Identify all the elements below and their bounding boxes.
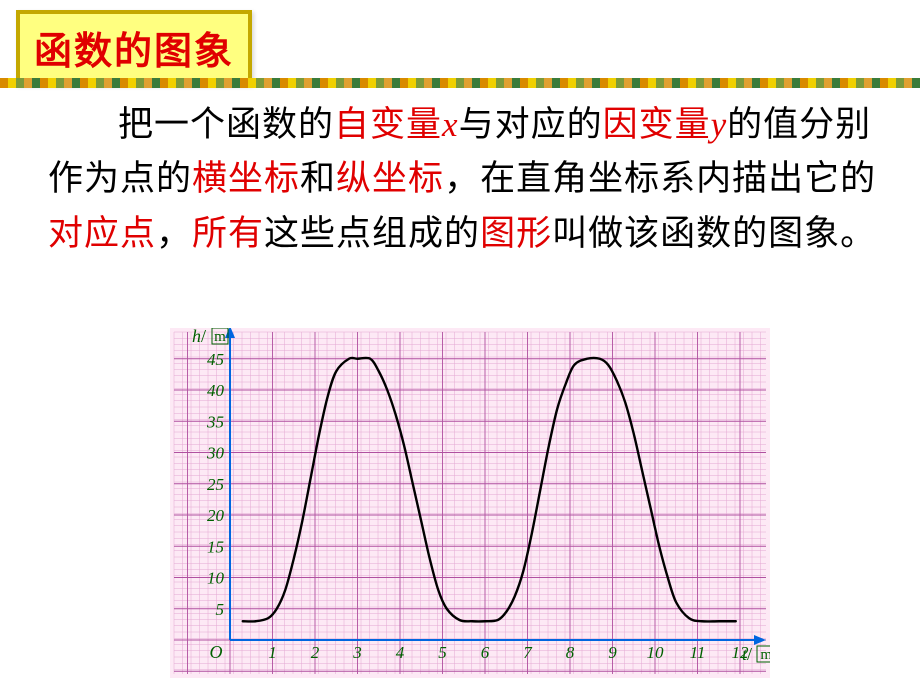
plain-text: ，在直角坐标系内描出它的 bbox=[444, 159, 876, 198]
highlight-text: 因变量 bbox=[603, 105, 711, 144]
svg-text:1: 1 bbox=[268, 643, 277, 662]
svg-text:40: 40 bbox=[207, 381, 225, 400]
svg-text:5: 5 bbox=[438, 643, 447, 662]
plain-text: 与对应的 bbox=[459, 105, 603, 144]
plain-text: 和 bbox=[300, 159, 336, 198]
svg-text:10: 10 bbox=[647, 643, 665, 662]
svg-text:45: 45 bbox=[207, 350, 224, 369]
definition-paragraph: 把一个函数的自变量x与对应的因变量y的值分别作为点的横坐标和纵坐标，在直角坐标系… bbox=[48, 98, 888, 261]
chart-svg: 12345678910111251015202530354045Oh/mt/mi… bbox=[170, 328, 770, 678]
highlight-text: 纵坐标 bbox=[336, 159, 444, 198]
highlight-text: x bbox=[442, 105, 459, 144]
function-graph-chart: 12345678910111251015202530354045Oh/mt/mi… bbox=[170, 328, 770, 678]
svg-text:20: 20 bbox=[207, 506, 225, 525]
highlight-text: 自变量 bbox=[334, 105, 442, 144]
svg-text:4: 4 bbox=[396, 643, 405, 662]
svg-text:m: m bbox=[214, 329, 226, 345]
svg-text:25: 25 bbox=[207, 475, 224, 494]
svg-text:15: 15 bbox=[207, 537, 224, 556]
svg-text:11: 11 bbox=[690, 643, 706, 662]
highlight-text: 横坐标 bbox=[192, 159, 300, 198]
svg-text:9: 9 bbox=[608, 643, 617, 662]
svg-text:5: 5 bbox=[216, 600, 225, 619]
highlight-text: 所有 bbox=[192, 214, 264, 253]
highlight-text: 对应点 bbox=[48, 214, 156, 253]
plain-text: ， bbox=[156, 214, 192, 253]
svg-text:O: O bbox=[210, 642, 223, 662]
svg-text:6: 6 bbox=[481, 643, 490, 662]
svg-text:10: 10 bbox=[207, 569, 225, 588]
svg-text:2: 2 bbox=[311, 643, 320, 662]
svg-text:3: 3 bbox=[352, 643, 362, 662]
plain-text: 把一个函数的 bbox=[118, 105, 334, 144]
decorative-border bbox=[0, 78, 920, 88]
title-box: 函数的图象 bbox=[16, 10, 252, 85]
page-title: 函数的图象 bbox=[34, 31, 234, 73]
svg-text:h/: h/ bbox=[192, 328, 206, 346]
svg-text:8: 8 bbox=[566, 643, 575, 662]
svg-text:min: min bbox=[760, 647, 770, 663]
highlight-text: y bbox=[711, 105, 728, 144]
svg-text:30: 30 bbox=[206, 444, 225, 463]
highlight-text: 图形 bbox=[480, 214, 552, 253]
plain-text: 这些点组成的 bbox=[264, 214, 480, 253]
svg-text:35: 35 bbox=[206, 412, 224, 431]
svg-text:t/: t/ bbox=[742, 644, 752, 664]
plain-text: 叫做该函数的图象。 bbox=[552, 214, 876, 253]
